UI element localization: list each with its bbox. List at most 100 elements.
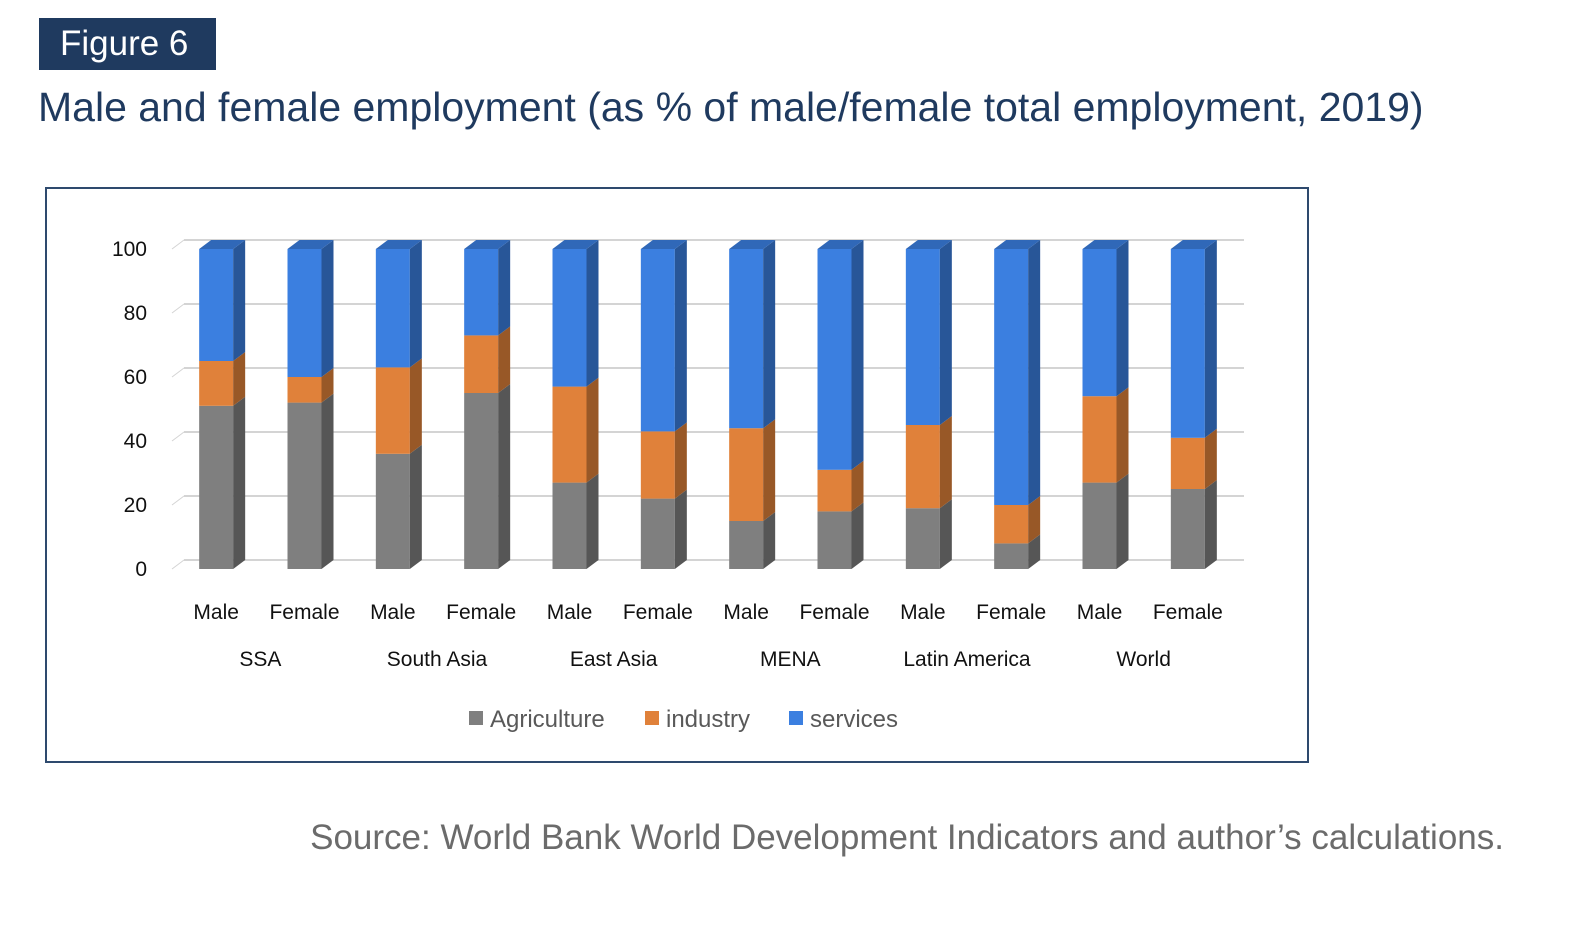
bar-segment-side xyxy=(1028,496,1041,544)
bar-top xyxy=(729,240,776,249)
bar-segment xyxy=(375,367,410,454)
bar-segment xyxy=(729,521,764,569)
bar-segment xyxy=(640,498,675,569)
bar-segment-side xyxy=(1204,428,1217,489)
x-category-label: Female xyxy=(446,601,516,624)
bar-segment-side xyxy=(321,368,334,403)
bar-segment xyxy=(817,249,852,470)
x-group-label: SSA xyxy=(239,648,281,671)
bar-segment-side xyxy=(763,240,776,429)
y-tick-label: 40 xyxy=(124,430,147,453)
bar-segment-side xyxy=(674,422,687,499)
bar-segment-side xyxy=(1116,240,1129,397)
bar-top xyxy=(464,240,511,249)
bar-segment-side xyxy=(763,512,776,569)
bar-segment xyxy=(464,249,499,336)
source-note: Source: World Bank World Development Ind… xyxy=(310,818,1504,857)
bar-segment xyxy=(375,249,410,368)
bar-segment-side xyxy=(939,240,952,425)
bar-segment-side xyxy=(498,240,511,336)
bar-segment xyxy=(287,377,322,403)
bar-segment xyxy=(552,482,587,569)
x-category-label: Male xyxy=(900,601,946,624)
bar-segment xyxy=(199,249,234,361)
x-group-label: East Asia xyxy=(570,648,658,671)
bar-top xyxy=(199,240,246,249)
bar-segment-side xyxy=(321,393,334,569)
bar-segment xyxy=(817,511,852,569)
bar-segment-side xyxy=(939,499,952,569)
bar-segment-side xyxy=(233,396,246,569)
bar-top xyxy=(287,240,334,249)
bar-segment-side xyxy=(321,240,334,377)
bar-segment-side xyxy=(409,240,422,368)
bar-segment xyxy=(905,425,940,509)
gridline-depth xyxy=(171,367,185,378)
bar-segment-side xyxy=(1116,387,1129,483)
bar-top xyxy=(817,240,864,249)
x-group-label: MENA xyxy=(760,648,821,671)
bar-segment xyxy=(1082,249,1117,397)
bar-segment-side xyxy=(851,240,864,470)
bar-segment xyxy=(1082,396,1117,483)
bar-top xyxy=(640,240,687,249)
bar-segment-side xyxy=(233,352,246,406)
x-category-label: Male xyxy=(723,601,769,624)
bar-segment xyxy=(464,393,499,569)
bar-segment-side xyxy=(674,489,687,569)
bar-segment xyxy=(552,386,587,483)
y-tick-label: 60 xyxy=(124,366,147,389)
gridline-depth xyxy=(171,431,185,442)
bar-top xyxy=(552,240,599,249)
legend-label: industry xyxy=(666,706,750,733)
bar-segment xyxy=(905,249,940,425)
y-tick-label: 80 xyxy=(124,302,147,325)
x-category-label: Male xyxy=(370,601,416,624)
y-tick-label: 0 xyxy=(135,558,147,581)
x-category-label: Female xyxy=(976,601,1046,624)
x-group-label: Latin America xyxy=(903,648,1031,671)
bar-segment-side xyxy=(1204,240,1217,438)
bar-segment-side xyxy=(586,240,599,387)
legend-swatch xyxy=(789,711,803,725)
bar-segment xyxy=(640,249,675,432)
bar-segment-side xyxy=(1116,473,1129,569)
bar-segment xyxy=(1170,437,1205,489)
bar-segment xyxy=(287,402,322,569)
bar-segment xyxy=(199,361,234,406)
legend-swatch xyxy=(645,711,659,725)
bar-segment-side xyxy=(1028,534,1041,569)
bar-segment xyxy=(287,249,322,377)
stacked-bar-chart: 0 20 40 60 80 100 Male Female Male Female Male Fema… xyxy=(112,238,1244,733)
bar-top xyxy=(1170,240,1217,249)
bar-segment-side xyxy=(586,473,599,569)
bar-segment xyxy=(1170,249,1205,438)
bar-segment xyxy=(817,469,852,512)
gridline-depth xyxy=(171,239,185,250)
bar-segment xyxy=(464,335,499,393)
gridline-depth xyxy=(171,559,185,570)
legend-swatch xyxy=(469,711,483,725)
figure-label: Figure 6 xyxy=(39,18,216,70)
bar-segment-side xyxy=(851,460,864,512)
legend-label: services xyxy=(810,706,898,733)
x-category-label: Female xyxy=(799,601,869,624)
bar-segment-side xyxy=(1028,240,1041,505)
bar-segment xyxy=(375,453,410,569)
bar-segment xyxy=(729,249,764,429)
bar-segment xyxy=(199,405,234,569)
x-category-label: Male xyxy=(193,601,239,624)
bar-segment-side xyxy=(674,240,687,432)
y-tick-label: 100 xyxy=(112,238,147,261)
bar-segment xyxy=(1170,489,1205,569)
bar-segment-side xyxy=(409,444,422,569)
gridline-depth xyxy=(171,303,185,314)
bar-segment-side xyxy=(586,377,599,483)
bar-segment-side xyxy=(851,502,864,569)
bar-top xyxy=(375,240,422,249)
x-category-label: Male xyxy=(1077,601,1123,624)
bar-segment xyxy=(994,505,1029,544)
chart-title: Male and female employment (as % of male… xyxy=(38,84,1424,130)
legend-label: Agriculture xyxy=(490,706,605,733)
y-tick-label: 20 xyxy=(124,494,147,517)
